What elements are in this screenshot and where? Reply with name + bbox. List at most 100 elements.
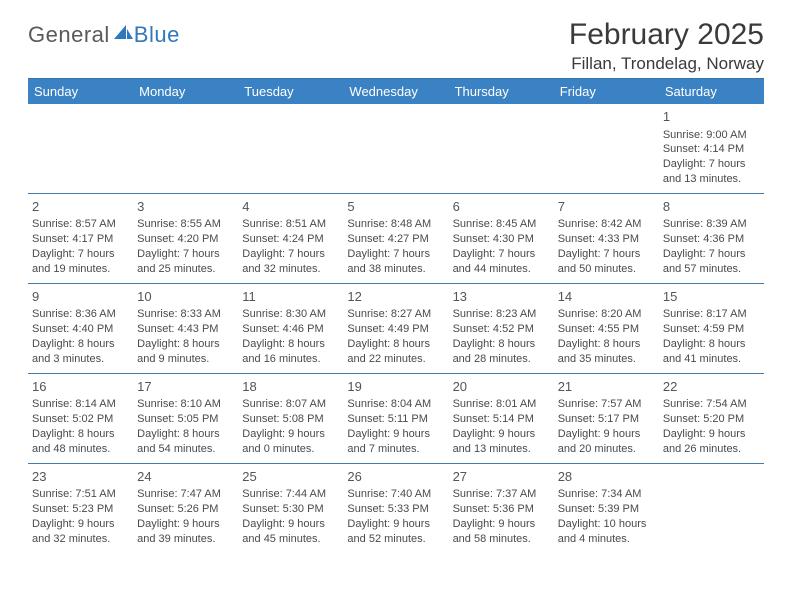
- calendar-week-row: 2Sunrise: 8:57 AMSunset: 4:17 PMDaylight…: [28, 193, 764, 283]
- calendar-day-cell: 20Sunrise: 8:01 AMSunset: 5:14 PMDayligh…: [449, 373, 554, 463]
- daylight-line: Daylight: 7 hours and 44 minutes.: [453, 247, 550, 277]
- sunrise-line: Sunrise: 7:40 AM: [347, 487, 444, 502]
- sunrise-line: Sunrise: 7:34 AM: [558, 487, 655, 502]
- day-number: 8: [663, 198, 760, 216]
- calendar-day-cell: 18Sunrise: 8:07 AMSunset: 5:08 PMDayligh…: [238, 373, 343, 463]
- calendar-empty-cell: [343, 104, 448, 193]
- daylight-line: Daylight: 8 hours and 22 minutes.: [347, 337, 444, 367]
- day-number: 18: [242, 378, 339, 396]
- daylight-line: Daylight: 7 hours and 25 minutes.: [137, 247, 234, 277]
- sunset-line: Sunset: 4:49 PM: [347, 322, 444, 337]
- calendar-empty-cell: [659, 463, 764, 552]
- sunrise-line: Sunrise: 8:55 AM: [137, 217, 234, 232]
- sunrise-line: Sunrise: 9:00 AM: [663, 128, 760, 143]
- daylight-line: Daylight: 9 hours and 45 minutes.: [242, 517, 339, 547]
- calendar-day-cell: 11Sunrise: 8:30 AMSunset: 4:46 PMDayligh…: [238, 283, 343, 373]
- weekday-header: Tuesday: [238, 79, 343, 104]
- daylight-line: Daylight: 7 hours and 19 minutes.: [32, 247, 129, 277]
- daylight-line: Daylight: 7 hours and 50 minutes.: [558, 247, 655, 277]
- calendar-day-cell: 17Sunrise: 8:10 AMSunset: 5:05 PMDayligh…: [133, 373, 238, 463]
- daylight-line: Daylight: 9 hours and 52 minutes.: [347, 517, 444, 547]
- daylight-line: Daylight: 8 hours and 9 minutes.: [137, 337, 234, 367]
- sunrise-line: Sunrise: 8:57 AM: [32, 217, 129, 232]
- logo-text-general: General: [28, 22, 110, 48]
- daylight-line: Daylight: 9 hours and 58 minutes.: [453, 517, 550, 547]
- sunrise-line: Sunrise: 8:20 AM: [558, 307, 655, 322]
- weekday-header: Friday: [554, 79, 659, 104]
- day-number: 27: [453, 468, 550, 486]
- day-number: 7: [558, 198, 655, 216]
- day-number: 6: [453, 198, 550, 216]
- daylight-line: Daylight: 8 hours and 35 minutes.: [558, 337, 655, 367]
- sunrise-line: Sunrise: 8:33 AM: [137, 307, 234, 322]
- daylight-line: Daylight: 7 hours and 57 minutes.: [663, 247, 760, 277]
- calendar-day-cell: 24Sunrise: 7:47 AMSunset: 5:26 PMDayligh…: [133, 463, 238, 552]
- header: General Blue February 2025 Fillan, Trond…: [28, 18, 764, 74]
- sunset-line: Sunset: 4:14 PM: [663, 142, 760, 157]
- sunset-line: Sunset: 5:14 PM: [453, 412, 550, 427]
- day-number: 20: [453, 378, 550, 396]
- day-number: 25: [242, 468, 339, 486]
- day-number: 4: [242, 198, 339, 216]
- calendar-day-cell: 4Sunrise: 8:51 AMSunset: 4:24 PMDaylight…: [238, 193, 343, 283]
- sunset-line: Sunset: 4:36 PM: [663, 232, 760, 247]
- daylight-line: Daylight: 8 hours and 3 minutes.: [32, 337, 129, 367]
- sunset-line: Sunset: 4:43 PM: [137, 322, 234, 337]
- sunrise-line: Sunrise: 8:14 AM: [32, 397, 129, 412]
- sunrise-line: Sunrise: 8:39 AM: [663, 217, 760, 232]
- calendar-day-cell: 12Sunrise: 8:27 AMSunset: 4:49 PMDayligh…: [343, 283, 448, 373]
- day-number: 23: [32, 468, 129, 486]
- daylight-line: Daylight: 9 hours and 7 minutes.: [347, 427, 444, 457]
- logo: General Blue: [28, 22, 180, 48]
- calendar-day-cell: 3Sunrise: 8:55 AMSunset: 4:20 PMDaylight…: [133, 193, 238, 283]
- daylight-line: Daylight: 10 hours and 4 minutes.: [558, 517, 655, 547]
- calendar-week-row: 1Sunrise: 9:00 AMSunset: 4:14 PMDaylight…: [28, 104, 764, 193]
- sunset-line: Sunset: 5:17 PM: [558, 412, 655, 427]
- sunset-line: Sunset: 5:02 PM: [32, 412, 129, 427]
- weekday-header: Sunday: [28, 79, 133, 104]
- calendar-day-cell: 1Sunrise: 9:00 AMSunset: 4:14 PMDaylight…: [659, 104, 764, 193]
- day-number: 19: [347, 378, 444, 396]
- calendar-empty-cell: [554, 104, 659, 193]
- calendar-week-row: 23Sunrise: 7:51 AMSunset: 5:23 PMDayligh…: [28, 463, 764, 552]
- day-number: 16: [32, 378, 129, 396]
- calendar-empty-cell: [238, 104, 343, 193]
- calendar-day-cell: 8Sunrise: 8:39 AMSunset: 4:36 PMDaylight…: [659, 193, 764, 283]
- sunset-line: Sunset: 5:08 PM: [242, 412, 339, 427]
- sunrise-line: Sunrise: 8:42 AM: [558, 217, 655, 232]
- calendar-day-cell: 19Sunrise: 8:04 AMSunset: 5:11 PMDayligh…: [343, 373, 448, 463]
- calendar-day-cell: 14Sunrise: 8:20 AMSunset: 4:55 PMDayligh…: [554, 283, 659, 373]
- weekday-header: Saturday: [659, 79, 764, 104]
- day-number: 12: [347, 288, 444, 306]
- calendar-table: SundayMondayTuesdayWednesdayThursdayFrid…: [28, 79, 764, 553]
- sunrise-line: Sunrise: 8:36 AM: [32, 307, 129, 322]
- calendar-header-row: SundayMondayTuesdayWednesdayThursdayFrid…: [28, 79, 764, 104]
- sunset-line: Sunset: 4:20 PM: [137, 232, 234, 247]
- sunrise-line: Sunrise: 7:54 AM: [663, 397, 760, 412]
- day-number: 13: [453, 288, 550, 306]
- day-number: 22: [663, 378, 760, 396]
- calendar-day-cell: 21Sunrise: 7:57 AMSunset: 5:17 PMDayligh…: [554, 373, 659, 463]
- weekday-header: Thursday: [449, 79, 554, 104]
- day-number: 2: [32, 198, 129, 216]
- daylight-line: Daylight: 9 hours and 32 minutes.: [32, 517, 129, 547]
- sunset-line: Sunset: 4:30 PM: [453, 232, 550, 247]
- calendar-day-cell: 16Sunrise: 8:14 AMSunset: 5:02 PMDayligh…: [28, 373, 133, 463]
- day-number: 17: [137, 378, 234, 396]
- sunrise-line: Sunrise: 7:44 AM: [242, 487, 339, 502]
- calendar-day-cell: 15Sunrise: 8:17 AMSunset: 4:59 PMDayligh…: [659, 283, 764, 373]
- location: Fillan, Trondelag, Norway: [569, 54, 764, 74]
- calendar-empty-cell: [449, 104, 554, 193]
- sunset-line: Sunset: 4:55 PM: [558, 322, 655, 337]
- calendar-week-row: 9Sunrise: 8:36 AMSunset: 4:40 PMDaylight…: [28, 283, 764, 373]
- calendar-body: 1 Sunrise: 9:00 AMSunset: 4:14 PM Daylight…: [28, 104, 764, 553]
- sunrise-line: Sunrise: 8:51 AM: [242, 217, 339, 232]
- sunset-line: Sunset: 4:46 PM: [242, 322, 339, 337]
- sunset-line: Sunset: 4:33 PM: [558, 232, 655, 247]
- day-number: 11: [242, 288, 339, 306]
- day-number: 28: [558, 468, 655, 486]
- sunset-line: Sunset: 4:27 PM: [347, 232, 444, 247]
- day-number: 1: [663, 108, 760, 126]
- sunrise-line: Sunrise: 8:04 AM: [347, 397, 444, 412]
- sunrise-line: Sunrise: 7:37 AM: [453, 487, 550, 502]
